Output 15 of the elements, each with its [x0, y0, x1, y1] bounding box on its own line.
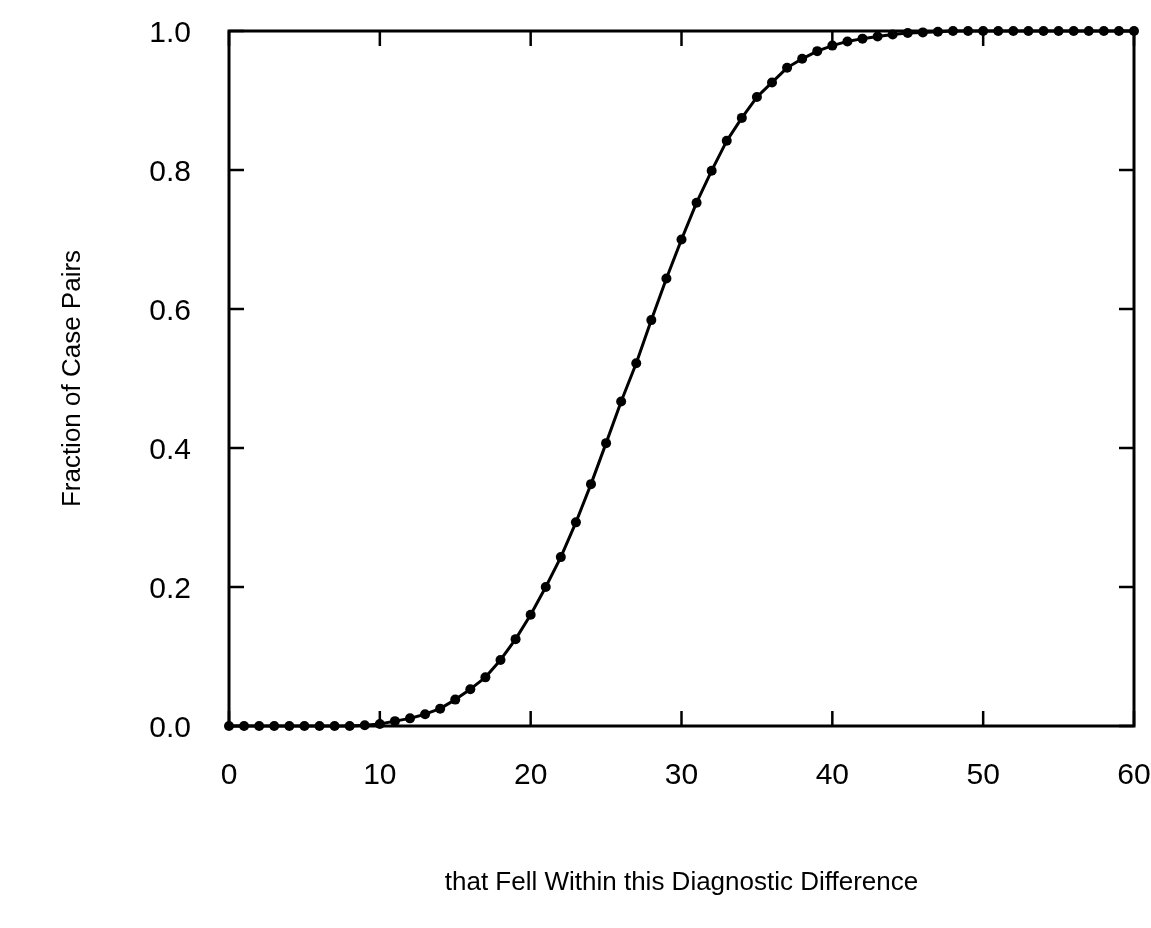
- x-tick-label: 50: [966, 757, 1000, 790]
- y-tick-label: 1.0: [149, 14, 191, 48]
- x-axis-title: that Fell Within this Diagnostic Difference: [444, 866, 919, 896]
- x-tick-label: 40: [815, 757, 850, 790]
- y-tick-label: 0.4: [149, 431, 191, 465]
- x-tick-label: 10: [363, 757, 397, 790]
- x-tick-label: 20: [513, 757, 548, 790]
- x-tick-label: 0: [220, 757, 238, 790]
- x-tick-label: 60: [1117, 757, 1151, 790]
- y-tick-label: 0.0: [149, 709, 191, 743]
- x-tick-label: 30: [664, 757, 699, 790]
- y-axis-title: Fraction of Case Pairs: [56, 249, 86, 508]
- y-tick-label: 0.2: [149, 570, 191, 604]
- y-tick-label: 0.8: [149, 153, 191, 187]
- y-tick-label: 0.6: [149, 292, 191, 326]
